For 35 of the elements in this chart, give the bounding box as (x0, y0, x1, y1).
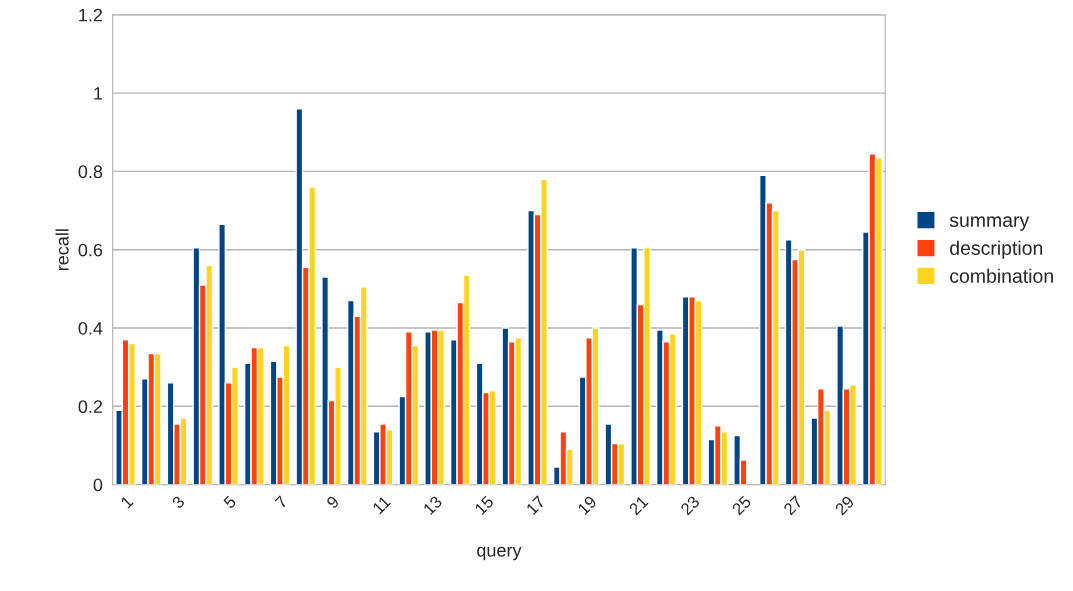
x-tick-label: 3 (171, 495, 186, 510)
x-tick-label: 21 (628, 495, 649, 516)
bar (501, 327, 510, 485)
x-tick-label: 7 (274, 495, 288, 509)
x-tick-label: 1 (120, 495, 134, 509)
x-axis-title: query (477, 546, 522, 561)
legend-label: combination (950, 268, 1053, 283)
y-tick-label: 0.6 (78, 243, 103, 257)
bar (218, 223, 227, 485)
bar (321, 276, 330, 485)
y-tick-label: 0.4 (78, 321, 103, 335)
bar (630, 247, 639, 485)
bar (836, 325, 845, 485)
x-tick-label: 11 (372, 495, 392, 515)
bar (604, 423, 613, 485)
y-tick-label: 0.2 (78, 400, 103, 414)
y-tick-label: 0.8 (78, 165, 103, 179)
x-tick-label: 23 (679, 495, 701, 516)
x-tick-label: 29 (834, 495, 855, 516)
legend-label: summary (949, 216, 1030, 231)
y-axis-title: recall (55, 229, 69, 271)
x-tick-label: 5 (222, 495, 237, 510)
bar (192, 247, 201, 485)
y-tick-label: 1.2 (79, 8, 103, 22)
bar (295, 108, 304, 485)
x-tick-label: 13 (422, 495, 443, 516)
legend-label: description (950, 240, 1043, 259)
x-tick-label: 17 (525, 495, 546, 516)
x-tick-label: 19 (577, 495, 598, 516)
y-tick-label: 0 (93, 478, 103, 492)
x-tick-label: 27 (782, 495, 804, 516)
x-tick-label: 15 (474, 495, 495, 516)
y-tick-label: 1 (94, 87, 103, 100)
x-tick-label: 9 (325, 495, 340, 509)
x-tick-label: 25 (731, 495, 752, 516)
